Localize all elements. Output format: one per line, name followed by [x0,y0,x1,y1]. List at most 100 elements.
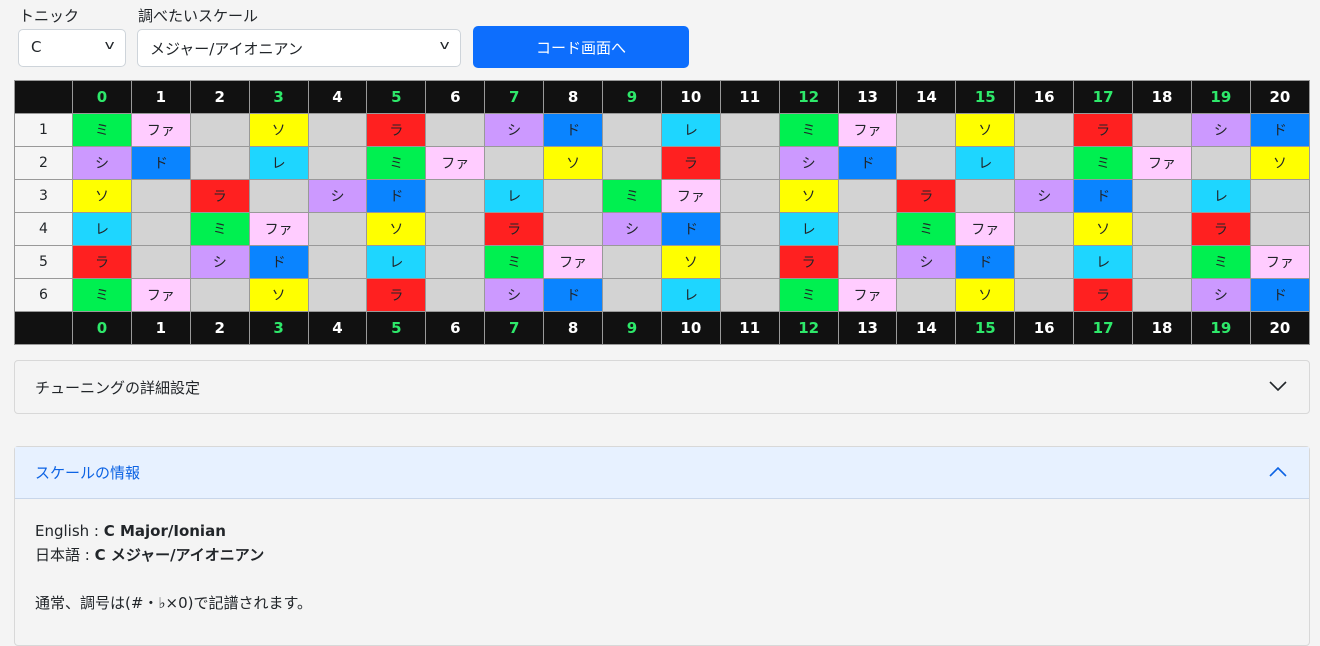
note-cell: ミ [72,278,132,312]
note-cell: レ [72,212,132,246]
note-cell: シ [896,245,957,279]
empty-cell [1132,278,1192,312]
fret-number: 4 [307,311,368,345]
note-cell: シ [484,278,545,312]
note-cell: ド [955,245,1016,279]
empty-cell [189,113,250,147]
note-cell: ド [543,113,604,147]
fret-number: 2 [189,311,250,345]
note-cell: ファ [248,212,309,246]
note-cell: ソ [1249,146,1311,180]
fret-number: 5 [366,311,427,345]
fret-header-row: 0 1 2 3 4 5 6 7 8 9 10 11 12 13 14 15 16 17 18 19 20 [14,80,1311,114]
note-cell: ミ [72,113,132,147]
tuning-accordion-header[interactable]: チューニングの詳細設定 [15,361,1309,413]
empty-cell [307,113,368,147]
empty-cell [425,212,486,246]
fret-number: 20 [1249,311,1311,345]
fret-number: 8 [543,311,604,345]
string-row: 5 ラシドレミファソラシドレミファ [14,245,1311,279]
empty-cell [425,245,486,279]
note-cell: ミ [778,278,839,312]
scale-info-body: English : C Major/Ionian 日本語 : C メジャー/アイ… [15,499,1309,635]
note-cell: ラ [366,113,427,147]
note-cell: ソ [660,245,721,279]
scale-select[interactable]: メジャー/アイオニアン v [137,29,461,67]
note-cell: ラ [484,212,545,246]
empty-cell [1014,113,1075,147]
note-cell: ラ [660,146,721,180]
note-cell: レ [248,146,309,180]
note-cell: ファ [130,113,191,147]
fret-number: 14 [896,311,957,345]
empty-cell [837,245,898,279]
empty-cell [837,179,898,213]
empty-cell [307,245,368,279]
note-cell: レ [366,245,427,279]
empty-cell [719,179,780,213]
empty-cell [425,278,486,312]
note-cell: ファ [130,278,191,312]
fret-number: 18 [1132,80,1192,114]
fret-number: 17 [1073,80,1134,114]
fret-number: 6 [425,80,486,114]
note-cell: レ [955,146,1016,180]
empty-cell [248,179,309,213]
fret-number: 8 [543,80,604,114]
note-cell: ソ [955,113,1016,147]
string-label: 4 [14,212,73,246]
tuning-accordion[interactable]: チューニングの詳細設定 [14,360,1310,414]
note-cell: ド [130,146,191,180]
note-cell: シ [484,113,545,147]
chevron-down-icon [1269,376,1287,395]
english-name: English : C Major/Ionian [35,522,226,540]
fret-number: 13 [837,80,898,114]
empty-cell [719,146,780,180]
fret-number: 11 [719,80,780,114]
note-cell: ファ [660,179,721,213]
empty-cell [896,278,957,312]
empty-cell [719,113,780,147]
fret-number: 7 [484,311,545,345]
note-cell: シ [1190,113,1251,147]
fret-number: 0 [72,80,132,114]
empty-cell [130,212,191,246]
chord-screen-button[interactable]: コード画面へ [473,26,689,68]
tonic-label: トニック [19,7,80,25]
note-cell: ミ [1073,146,1134,180]
scale-info-header[interactable]: スケールの情報 [15,447,1309,499]
fret-number: 15 [955,311,1016,345]
note-cell: ド [366,179,427,213]
fret-number: 17 [1073,311,1134,345]
note-cell: ソ [366,212,427,246]
string-row: 3 ソラシドレミファソラシドレ [14,179,1311,213]
fret-number: 5 [366,80,427,114]
empty-cell [837,212,898,246]
note-cell: ミ [484,245,545,279]
empty-cell [602,278,662,312]
empty-cell [543,212,604,246]
fret-number: 10 [660,311,721,345]
note-cell: ミ [778,113,839,147]
key-signature-text: 通常、調号は(#・♭×0)で記譜されます。 [35,594,312,612]
fret-footer-row: 0 1 2 3 4 5 6 7 8 9 10 11 12 13 14 15 16 17 18 19 20 [14,311,1311,345]
empty-cell [1014,146,1075,180]
string-label: 3 [14,179,73,213]
string-label: 1 [14,113,73,147]
note-cell: ド [660,212,721,246]
note-cell: シ [778,146,839,180]
empty-cell [1132,179,1192,213]
japanese-name: 日本語 : C メジャー/アイオニアン [35,546,265,564]
fret-number: 12 [778,80,839,114]
fret-number: 19 [1190,80,1251,114]
note-cell: ラ [189,179,250,213]
empty-cell [189,146,250,180]
fret-number: 10 [660,80,721,114]
empty-cell [1132,212,1192,246]
fret-number: 3 [248,80,309,114]
string-row: 4 レミファソラシドレミファソラ [14,212,1311,246]
fret-number: 2 [189,80,250,114]
fret-number: 9 [602,80,662,114]
empty-cell [1132,113,1192,147]
